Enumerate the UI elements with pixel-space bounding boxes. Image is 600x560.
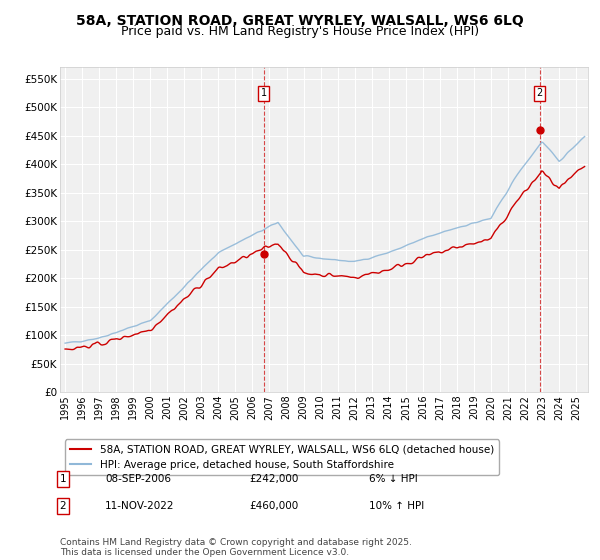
Text: 6% ↓ HPI: 6% ↓ HPI <box>369 474 418 484</box>
Text: 58A, STATION ROAD, GREAT WYRLEY, WALSALL, WS6 6LQ: 58A, STATION ROAD, GREAT WYRLEY, WALSALL… <box>76 14 524 28</box>
Text: Price paid vs. HM Land Registry's House Price Index (HPI): Price paid vs. HM Land Registry's House … <box>121 25 479 38</box>
Text: 1: 1 <box>59 474 67 484</box>
Text: 1: 1 <box>261 88 267 98</box>
Legend: 58A, STATION ROAD, GREAT WYRLEY, WALSALL, WS6 6LQ (detached house), HPI: Average: 58A, STATION ROAD, GREAT WYRLEY, WALSALL… <box>65 440 499 475</box>
Text: Contains HM Land Registry data © Crown copyright and database right 2025.
This d: Contains HM Land Registry data © Crown c… <box>60 538 412 557</box>
Text: 2: 2 <box>536 88 543 98</box>
Text: £460,000: £460,000 <box>249 501 298 511</box>
Text: 08-SEP-2006: 08-SEP-2006 <box>105 474 171 484</box>
Text: 10% ↑ HPI: 10% ↑ HPI <box>369 501 424 511</box>
Text: 11-NOV-2022: 11-NOV-2022 <box>105 501 175 511</box>
Text: 2: 2 <box>59 501 67 511</box>
Text: £242,000: £242,000 <box>249 474 298 484</box>
